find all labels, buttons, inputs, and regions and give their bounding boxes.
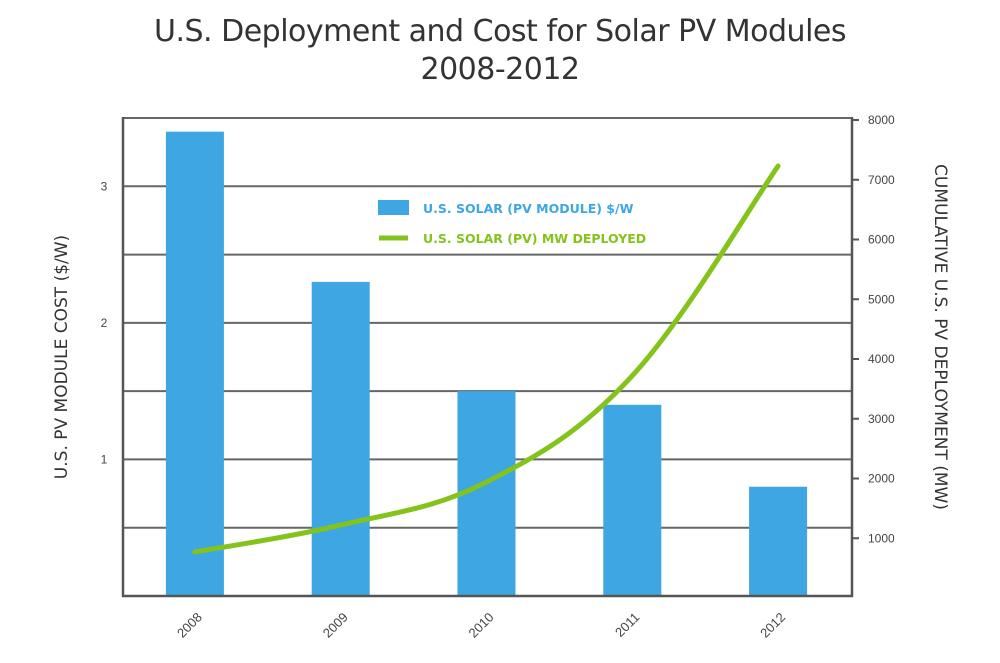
right-axis-ticks: 1000 2000 3000 4000 5000 6000 7000 8000 — [852, 113, 895, 545]
x-tick-label: 2008 — [174, 610, 205, 641]
legend-bar-swatch — [378, 200, 409, 215]
left-tick-label: 1 — [101, 452, 108, 466]
right-axis-title: CUMULATIVE U.S. PV DEPLOYMENT (MW) — [930, 164, 950, 510]
left-axis-ticks: 1 2 3 — [101, 179, 108, 466]
legend-line-label: U.S. SOLAR (PV) MW DEPLOYED — [423, 231, 646, 246]
bar-2011 — [603, 404, 662, 596]
right-tick-label: 3000 — [868, 412, 895, 426]
bar-2008 — [165, 131, 224, 596]
axes — [121, 117, 854, 598]
bar-2012 — [749, 486, 808, 596]
right-tick-label: 8000 — [868, 113, 895, 127]
bar-series — [165, 131, 808, 596]
deployment-line — [192, 163, 781, 555]
left-tick-label: 2 — [101, 316, 108, 330]
right-tick-label: 1000 — [868, 531, 895, 545]
x-axis-ticks: 2008 2009 2010 2011 2012 — [174, 610, 788, 641]
right-tick-label: 6000 — [868, 233, 895, 247]
legend: U.S. SOLAR (PV MODULE) $/W U.S. SOLAR (P… — [378, 200, 646, 246]
chart-subtitle: 2008-2012 — [420, 52, 580, 87]
left-axis-title: U.S. PV MODULE COST ($/W) — [52, 235, 72, 479]
chart-title: U.S. Deployment and Cost for Solar PV Mo… — [154, 14, 847, 49]
right-tick-label: 4000 — [868, 352, 895, 366]
legend-bar-label: U.S. SOLAR (PV MODULE) $/W — [423, 201, 634, 216]
x-tick-label: 2009 — [320, 610, 351, 641]
right-tick-label: 5000 — [868, 292, 895, 306]
bar-2009 — [311, 281, 370, 596]
x-tick-label: 2012 — [757, 610, 788, 641]
left-tick-label: 3 — [101, 179, 108, 193]
x-tick-label: 2010 — [466, 610, 497, 641]
x-tick-label: 2011 — [612, 610, 642, 640]
right-tick-label: 2000 — [868, 472, 895, 486]
right-tick-label: 7000 — [868, 173, 895, 187]
